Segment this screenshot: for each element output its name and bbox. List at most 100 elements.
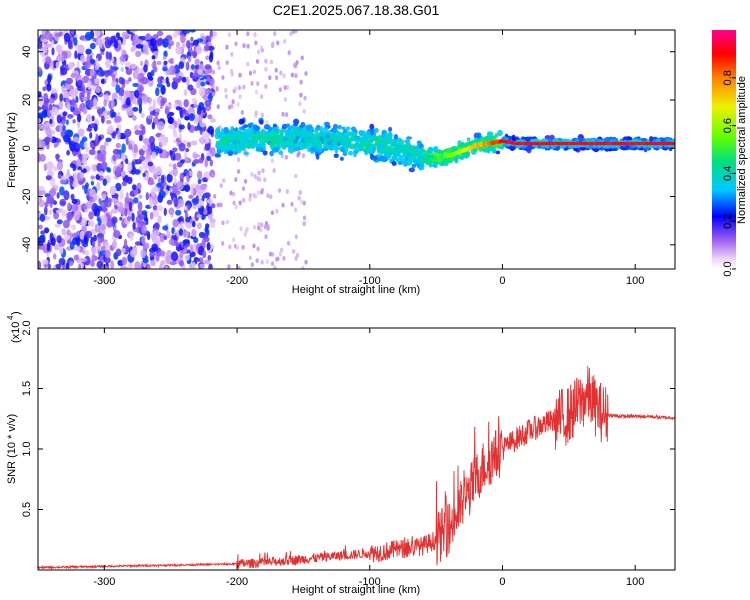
- spectrogram-cell: [225, 44, 229, 50]
- spectrogram-cell: [209, 78, 215, 86]
- x-tick-label: 100: [626, 275, 644, 287]
- spectrogram-cell: [77, 166, 82, 171]
- spectrogram-cell: [283, 85, 287, 90]
- spectrogram-cell: [200, 137, 204, 145]
- spectrogram-marks: [38, 30, 675, 269]
- spectrogram-cell: [269, 59, 273, 65]
- spectrogram-cell: [163, 235, 167, 241]
- spectrogram-cell: [525, 136, 531, 142]
- spectrogram-cell: [49, 103, 53, 111]
- spectrogram-cell: [195, 45, 203, 55]
- spectrogram-cell: [208, 263, 213, 269]
- spectrogram-cell: [56, 161, 64, 171]
- spectrogram-cell: [92, 240, 96, 247]
- spectrogram-cell: [242, 198, 246, 203]
- spectrogram-cell: [104, 249, 111, 259]
- spectrogram-cell: [132, 70, 139, 80]
- spectrogram-cell: [139, 86, 143, 97]
- spectrogram-cell: [111, 73, 116, 82]
- spectrogram-cell: [104, 241, 109, 250]
- spectrogram-cell: [254, 89, 259, 95]
- spectrogram-cell: [90, 180, 95, 186]
- spectrogram-cell: [104, 39, 112, 49]
- spectrogram-cell: [157, 76, 164, 84]
- spectrogram-cell: [166, 199, 173, 205]
- spectrogram-cell: [148, 96, 152, 106]
- spectrogram-cell: [82, 107, 88, 115]
- spectrogram-cell: [238, 200, 242, 206]
- spectrogram-cell: [168, 42, 172, 50]
- spectrogram-cell: [298, 190, 302, 196]
- spectrogram-cell: [264, 58, 268, 64]
- spectrogram-cell: [175, 241, 180, 247]
- spectrogram-cell: [94, 86, 101, 94]
- spectrogram-cell: [101, 115, 105, 124]
- spectrogram-cell: [130, 249, 137, 258]
- spectrogram-cell: [77, 44, 85, 54]
- spectrogram-cell: [199, 263, 205, 269]
- spectrogram-cell: [287, 147, 293, 154]
- spectrogram-cell: [154, 108, 161, 113]
- spectrogram-cell: [44, 30, 51, 40]
- spectrogram-cell: [178, 124, 185, 130]
- spectrogram-cell: [106, 111, 111, 115]
- spectrogram-cell: [56, 138, 62, 144]
- spectrogram-cell: [201, 177, 208, 183]
- spectrogram-cell: [271, 41, 275, 47]
- snr-multiplier-close: ): [10, 311, 22, 315]
- spectrogram-cell: [283, 39, 287, 44]
- spectrogram-cell: [95, 174, 101, 180]
- spectrogram-cell: [216, 60, 220, 66]
- spectrogram-cell: [102, 178, 108, 186]
- spectrogram-cell: [38, 153, 46, 162]
- spectrogram-cell: [50, 187, 56, 197]
- spectrogram-cell: [99, 38, 103, 49]
- spectrogram-cell: [76, 158, 81, 167]
- spectrogram-cell: [468, 140, 473, 145]
- spectrogram-cell: [397, 161, 403, 166]
- spectrogram-cell: [223, 128, 230, 134]
- spectrogram-cell: [156, 83, 164, 88]
- spectrogram-cell: [96, 152, 104, 162]
- spectrogram-cell: [156, 205, 164, 212]
- spectrogram-cell: [323, 126, 329, 132]
- spectrogram-cell: [79, 257, 88, 263]
- spectrogram-cell: [225, 219, 229, 225]
- spectrogram-cell: [323, 121, 331, 126]
- spectrogram-cell: [399, 155, 404, 161]
- spectrogram-cell: [46, 242, 51, 252]
- spectrogram-cell: [302, 108, 306, 114]
- spectrogram-cell: [47, 110, 51, 117]
- spectrogram-cell: [671, 141, 675, 146]
- spectrogram-cell: [233, 144, 239, 150]
- spectrogram-cell: [96, 181, 101, 191]
- spectrogram-cell: [293, 139, 298, 144]
- spectrogram-cell: [335, 138, 340, 143]
- spectrogram-cell: [101, 245, 106, 252]
- spectrogram-cell: [232, 191, 236, 197]
- spectrogram-cell: [121, 256, 128, 266]
- spectrogram-cell: [86, 91, 91, 100]
- spectrogram-cell: [188, 113, 195, 122]
- spectrogram-cell: [111, 80, 118, 88]
- spectrogram-cell: [257, 221, 261, 227]
- spectrogram-cell: [51, 47, 55, 56]
- spectrogram-cell: [152, 205, 158, 211]
- spectrogram-cell: [189, 244, 193, 253]
- spectrogram-cell: [44, 216, 50, 221]
- spectrogram-cell: [74, 142, 80, 153]
- spectrogram-cell: [278, 150, 283, 155]
- spectrogram-cell: [186, 40, 191, 49]
- spectrogram-cell: [197, 178, 202, 184]
- spectrogram-cell: [41, 259, 49, 265]
- spectrogram-cell: [119, 216, 123, 221]
- spectrogram-cell: [42, 102, 49, 110]
- spectrogram-cell: [229, 190, 233, 196]
- spectrogram-cell: [578, 136, 583, 143]
- spectrogram-cell: [190, 64, 195, 70]
- spectrogram-cell: [91, 246, 98, 255]
- spectrogram-cell: [134, 159, 142, 165]
- spectrogram-cell: [298, 101, 302, 107]
- spectrogram-cell: [250, 81, 254, 86]
- spectrogram-cell: [325, 144, 331, 150]
